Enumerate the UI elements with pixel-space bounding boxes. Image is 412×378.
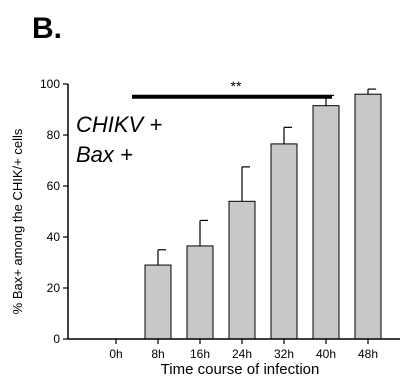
annotation-line-2: Bax + [76,142,133,167]
y-tick-label: 40 [47,230,61,244]
bar [228,200,256,340]
error-bars-group [157,88,376,266]
annotation-line-1: CHIKV + [76,112,162,137]
x-tick-label: 24h [232,347,252,361]
x-tick-label: 0h [109,347,122,361]
x-ticks-group: 0h 8h 16h 24h 32h 40h 48h [109,339,378,361]
x-tick-label: 8h [151,347,164,361]
x-tick-label: 16h [190,347,210,361]
bar [354,93,382,340]
significance-label: ** [231,78,242,94]
bar [270,143,298,340]
y-axis-title: % Bax+ among the CHIK/+ cells [10,128,25,314]
x-tick-label: 48h [358,347,378,361]
bars-group [144,93,382,340]
y-tick-label: 20 [47,281,61,295]
bar [144,264,172,340]
y-tick-label: 60 [47,179,61,193]
bar [312,105,340,340]
x-axis-title: Time course of infection [161,361,320,378]
x-tick-label: 32h [274,347,294,361]
bar [186,245,214,340]
y-tick-label: 100 [40,77,60,91]
x-tick-label: 40h [316,347,336,361]
y-ticks-group: 0 20 40 60 80 100 [40,77,68,346]
y-tick-label: 0 [53,332,60,346]
panel-label: B. [32,12,62,45]
y-tick-label: 80 [47,128,61,142]
